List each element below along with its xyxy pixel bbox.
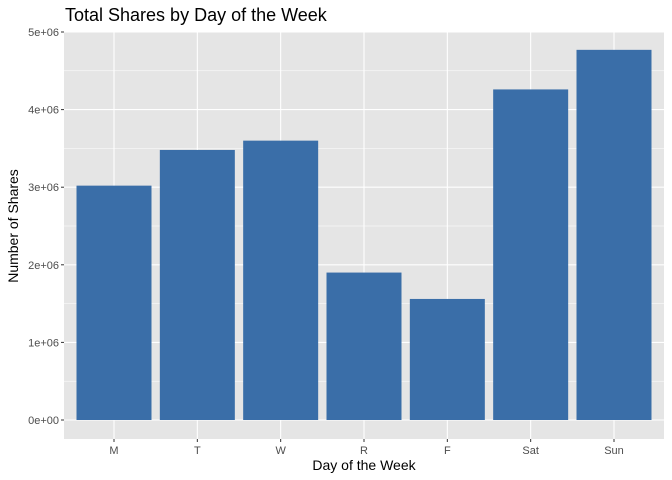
x-tick-label: M	[109, 445, 118, 457]
y-tick-label: 4e+06	[28, 105, 59, 117]
x-axis-ticks: M T W R F Sat Sun	[109, 439, 624, 457]
bar-r	[326, 272, 402, 420]
bar-m	[76, 185, 152, 420]
x-tick-label: F	[444, 445, 451, 457]
bar-f	[409, 298, 485, 420]
y-tick-label: 1e+06	[28, 337, 59, 349]
bar-sun	[576, 49, 652, 421]
x-tick-label: Sat	[522, 445, 539, 457]
bar-t	[159, 149, 235, 420]
bar-w	[243, 140, 319, 420]
x-tick-label: T	[194, 445, 201, 457]
x-tick-label: R	[360, 445, 368, 457]
bar-sat	[493, 89, 569, 420]
y-axis-ticks: 0e+00 1e+06 2e+06 3e+06 4e+06 5e+06	[28, 27, 64, 427]
y-axis-title: Number of Shares	[5, 169, 21, 283]
y-tick-label: 5e+06	[28, 27, 59, 39]
y-tick-label: 0e+00	[28, 415, 59, 427]
y-tick-label: 3e+06	[28, 182, 59, 194]
x-tick-label: Sun	[604, 445, 624, 457]
bars	[76, 49, 652, 421]
chart-title: Total Shares by Day of the Week	[65, 5, 328, 25]
x-tick-label: W	[275, 445, 286, 457]
x-axis-title: Day of the Week	[312, 457, 416, 473]
y-tick-label: 2e+06	[28, 260, 59, 272]
